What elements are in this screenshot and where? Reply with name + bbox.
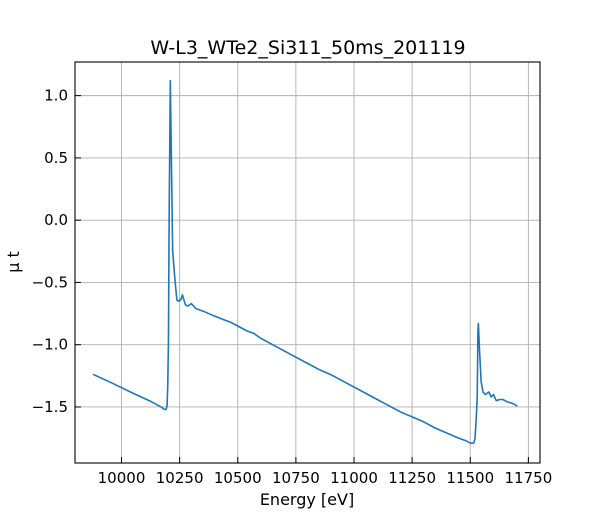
x-axis-ticks: 10000 10250 10500 10750 11000 11250 11500 11750 <box>98 457 553 487</box>
y-tick-label: 0.5 <box>44 149 68 167</box>
x-tick-label: 11750 <box>505 469 553 487</box>
grid-layer <box>75 62 540 463</box>
y-tick-label: −0.5 <box>32 273 68 291</box>
x-tick-label: 10250 <box>156 469 204 487</box>
x-tick-label: 10750 <box>272 469 320 487</box>
x-tick-label: 11000 <box>330 469 378 487</box>
y-tick-label: −1.0 <box>32 336 68 354</box>
x-tick-label: 11500 <box>446 469 494 487</box>
series-layer <box>92 79 518 444</box>
y-axis-label: μ t <box>4 251 23 273</box>
x-tick-label: 11250 <box>388 469 436 487</box>
x-tick-label: 10000 <box>98 469 146 487</box>
x-tick-label: 10500 <box>214 469 262 487</box>
plot-frame <box>74 61 541 464</box>
y-tick-label: 1.0 <box>44 87 68 105</box>
y-axis-ticks: 1.0 0.5 0.0 −0.5 −1.0 −1.5 <box>32 87 81 416</box>
x-axis-label: Energy [eV] <box>260 490 354 509</box>
y-tick-label: −1.5 <box>32 398 68 416</box>
y-tick-label: 0.0 <box>44 211 68 229</box>
chart-title: W-L3_WTe2_Si311_50ms_201119 <box>150 37 465 59</box>
series-line <box>92 79 518 444</box>
